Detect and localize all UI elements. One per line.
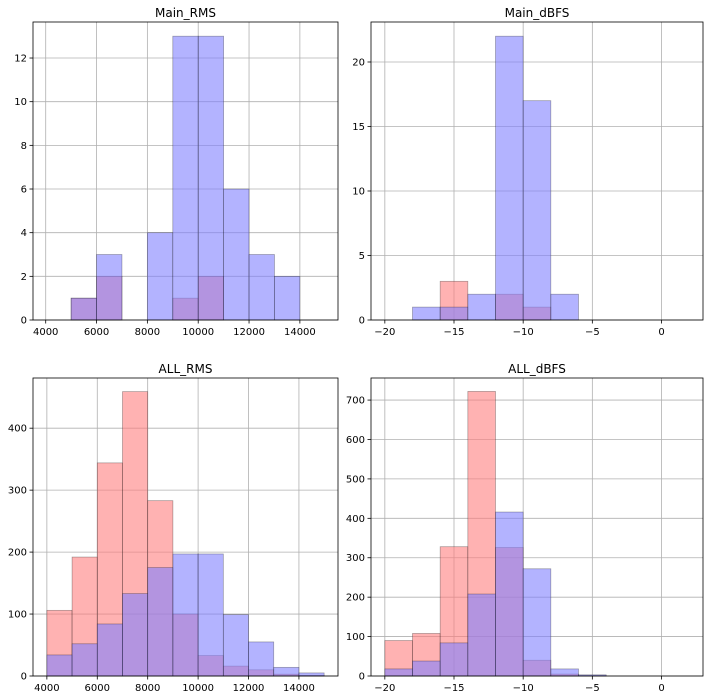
histogram-bar xyxy=(197,553,224,677)
histogram-bar xyxy=(439,642,469,677)
x-tick-label: −5 xyxy=(585,683,600,694)
axes-frame xyxy=(370,377,704,677)
x-tick-label: −15 xyxy=(443,683,464,694)
y-tick-label: 100 xyxy=(8,610,27,621)
histogram-bar xyxy=(46,654,73,677)
x-tick-label: 14000 xyxy=(283,683,315,694)
x-tick-label: 0 xyxy=(658,327,664,338)
x-tick-label: 6000 xyxy=(84,327,109,338)
histogram-bar xyxy=(248,641,275,677)
y-tick-label: 15 xyxy=(352,122,365,133)
y-tick-label: 300 xyxy=(346,553,365,564)
axes-frame xyxy=(32,21,339,321)
histogram-bar xyxy=(248,254,275,321)
chart-panel-ALL_dBFS: −20 −15 −10 −5 0 0 100 200 300 400 500 600 700 ALL_dB… xyxy=(346,362,704,694)
axes-frame xyxy=(32,377,339,677)
histogram-bar xyxy=(172,553,199,677)
histogram-bar xyxy=(439,306,469,321)
y-tick-label: 12 xyxy=(14,54,27,65)
y-tick-label: 500 xyxy=(346,474,365,485)
histogram-bar xyxy=(412,306,441,321)
y-tick-label: 200 xyxy=(346,593,365,604)
y-tick-label: 400 xyxy=(8,424,27,435)
histogram-bar xyxy=(384,668,413,677)
series-1 xyxy=(70,35,301,321)
x-tick-label: 10000 xyxy=(182,683,214,694)
y-tick-label: 100 xyxy=(346,632,365,643)
y-tick-label: 4 xyxy=(21,228,27,239)
y-tick-label: 600 xyxy=(346,435,365,446)
x-tick-label: −15 xyxy=(443,327,464,338)
axes-frame xyxy=(370,21,704,321)
x-tick-label: −20 xyxy=(374,327,395,338)
chart-panel-Main_dBFS: −20 −15 −10 −5 0 0 5 10 15 20 Main_dBFS xyxy=(352,6,704,338)
x-tick-label: 6000 xyxy=(85,683,110,694)
series-1 xyxy=(384,511,607,677)
x-tick-label: 12000 xyxy=(233,327,265,338)
chart-panel-ALL_RMS: 4000 6000 8000 10000 12000 14000 0 100 200 300 400… xyxy=(8,362,339,694)
y-tick-label: 700 xyxy=(346,396,365,407)
chart-title: Main_RMS xyxy=(155,6,216,20)
histogram-bar xyxy=(522,568,552,677)
histogram-bar xyxy=(495,511,524,677)
y-tick-label: 6 xyxy=(21,185,27,196)
histogram-bar xyxy=(223,188,250,321)
y-tick-label: 2 xyxy=(21,272,27,283)
histogram-bar xyxy=(274,275,301,321)
y-tick-label: 400 xyxy=(346,514,365,525)
y-tick-label: 0 xyxy=(359,672,365,683)
y-tick-label: 0 xyxy=(21,316,27,327)
x-tick-label: −20 xyxy=(374,683,395,694)
histogram-bar xyxy=(522,100,552,321)
chart-panel-Main_RMS: 4000 6000 8000 10000 12000 14000 0 2 4 6 8 10 12 Main… xyxy=(14,6,339,338)
x-tick-label: −5 xyxy=(585,327,600,338)
histogram-bar xyxy=(467,293,496,321)
histogram-bar xyxy=(467,593,496,677)
histogram-bar xyxy=(172,35,199,321)
histogram-bar xyxy=(122,593,149,677)
x-tick-label: 12000 xyxy=(233,683,265,694)
series-1 xyxy=(46,553,325,677)
chart-title: Main_dBFS xyxy=(505,6,570,20)
histogram-bar xyxy=(550,293,579,321)
y-tick-label: 5 xyxy=(359,251,365,262)
histogram-bar xyxy=(298,672,325,677)
y-tick-label: 8 xyxy=(21,141,27,152)
chart-title: ALL_RMS xyxy=(159,362,213,376)
x-tick-label: −10 xyxy=(513,683,534,694)
x-tick-label: 0 xyxy=(658,683,664,694)
x-tick-label: 10000 xyxy=(182,327,214,338)
y-tick-label: 20 xyxy=(352,57,365,68)
histogram-bar xyxy=(495,35,524,321)
chart-title: ALL_dBFS xyxy=(508,362,566,376)
x-tick-label: 4000 xyxy=(33,327,58,338)
x-tick-label: −10 xyxy=(513,327,534,338)
histogram-bar xyxy=(70,297,97,321)
y-tick-label: 200 xyxy=(8,548,27,559)
x-tick-label: 8000 xyxy=(135,327,160,338)
histogram-bar xyxy=(222,614,249,677)
x-tick-label: 4000 xyxy=(34,683,59,694)
x-tick-label: 8000 xyxy=(135,683,160,694)
y-tick-label: 0 xyxy=(359,316,365,327)
histogram-bar xyxy=(412,660,441,677)
y-tick-label: 300 xyxy=(8,486,27,497)
histogram-bar xyxy=(197,35,224,321)
histogram-bar xyxy=(147,567,174,677)
histogram-bar xyxy=(71,643,98,677)
y-tick-label: 0 xyxy=(21,672,27,683)
y-tick-label: 10 xyxy=(14,97,27,108)
histogram-bar xyxy=(147,232,174,321)
histogram-bar xyxy=(96,254,123,321)
series-1 xyxy=(412,35,579,321)
x-tick-label: 14000 xyxy=(284,327,316,338)
histogram-bar xyxy=(273,666,300,677)
histogram-bar xyxy=(550,668,579,677)
histogram-bar xyxy=(96,623,123,677)
y-tick-label: 10 xyxy=(352,186,365,197)
